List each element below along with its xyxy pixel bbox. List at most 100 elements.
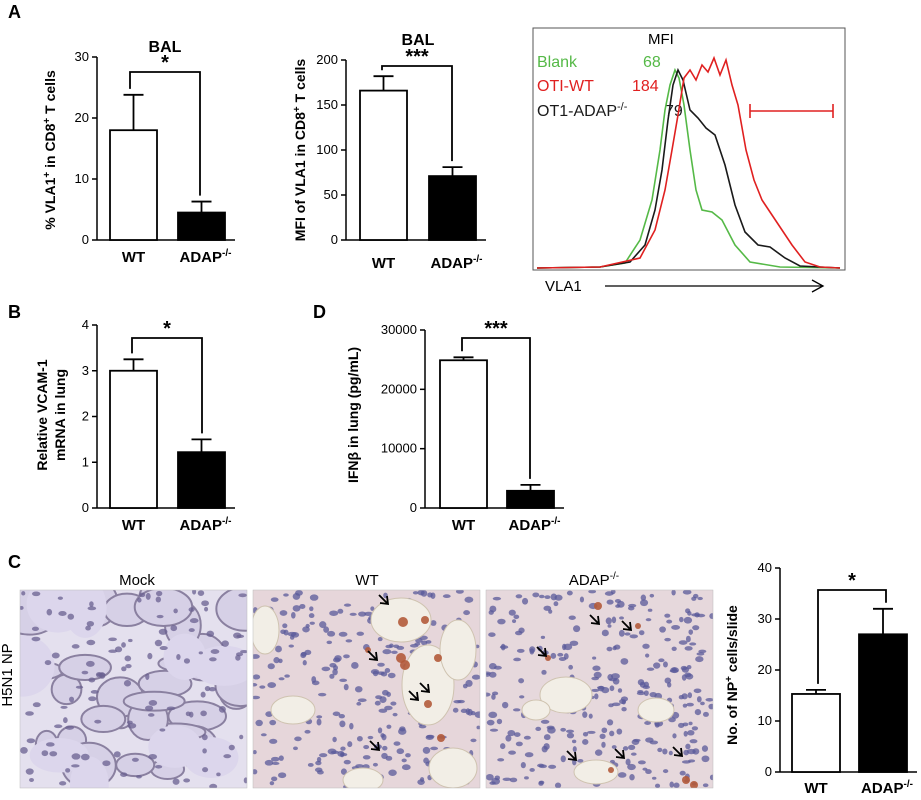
nucleus — [51, 652, 60, 659]
y-tick-label: 3 — [82, 363, 89, 378]
nucleus — [391, 650, 398, 655]
nucleus — [611, 702, 621, 707]
nucleus — [630, 752, 637, 756]
chart-b-vcam1: 0 1 2 3 4 * WT ADAP-/- — [82, 317, 235, 534]
a2-ylabel: MFI of VLA1 in CD8+ T cells — [292, 59, 308, 242]
nucleus — [645, 737, 654, 743]
nucleus — [145, 673, 150, 680]
nucleus — [94, 719, 102, 724]
nucleus — [664, 637, 671, 642]
nucleus — [201, 734, 208, 741]
nucleus — [616, 728, 623, 735]
airspace — [148, 725, 202, 768]
nucleus — [491, 693, 496, 700]
nucleus — [159, 728, 166, 732]
y-tick-label: 200 — [316, 52, 338, 67]
nucleus — [672, 733, 677, 739]
rbc-patch — [342, 767, 384, 788]
nucleus — [628, 744, 636, 750]
nucleus — [442, 594, 451, 599]
nucleus — [20, 605, 24, 610]
airspace — [20, 635, 55, 697]
bar-wt — [109, 129, 158, 241]
nucleus — [516, 648, 525, 653]
nucleus — [356, 735, 363, 742]
nucleus — [216, 772, 221, 777]
nucleus — [54, 724, 63, 729]
nucleus — [687, 692, 693, 699]
nucleus — [339, 720, 346, 728]
legend-adap-name: OT1-ADAP-/- — [537, 101, 628, 120]
panel-label-b: B — [8, 302, 21, 322]
nucleus — [557, 652, 564, 657]
nucleus — [319, 753, 328, 758]
nucleus — [192, 590, 197, 595]
nucleus — [309, 594, 319, 601]
nucleus — [377, 727, 383, 734]
nucleus — [271, 756, 280, 762]
nucleus — [377, 637, 383, 642]
image-label-adap: ADAP-/- — [569, 571, 619, 589]
nucleus — [253, 654, 260, 659]
nucleus — [338, 631, 348, 637]
nucleus — [505, 734, 512, 742]
nucleus — [691, 726, 699, 731]
nucleus — [316, 715, 323, 719]
nucleus — [308, 613, 315, 619]
nucleus — [384, 668, 391, 673]
nucleus — [489, 728, 499, 732]
nucleus — [653, 662, 661, 669]
np-positive-cell — [608, 767, 614, 773]
a1-ylabel: % VLA1+ in CD8+ T cells — [42, 70, 58, 230]
y-tick-label: 30000 — [381, 322, 417, 337]
nucleus — [340, 746, 346, 751]
y-tick-label: 100 — [316, 142, 338, 157]
nucleus — [356, 631, 365, 636]
nucleus — [687, 730, 695, 736]
nucleus — [206, 630, 215, 637]
nucleus — [512, 619, 517, 624]
nucleus — [396, 748, 405, 755]
nucleus — [85, 625, 91, 631]
nucleus — [678, 640, 688, 645]
nucleus — [512, 708, 521, 712]
nucleus — [464, 596, 474, 603]
legend-wt-name: OTI-WT — [537, 78, 594, 95]
nucleus — [427, 592, 433, 598]
nucleus — [204, 606, 209, 612]
xlabel-arrow-head — [811, 279, 825, 293]
nucleus — [646, 667, 655, 671]
nucleus — [537, 763, 545, 768]
y-tick-label: 20000 — [381, 381, 417, 396]
nucleus — [695, 656, 704, 663]
nucleus — [452, 707, 459, 713]
nucleus — [243, 777, 247, 784]
nucleus — [253, 674, 261, 680]
nucleus — [108, 649, 118, 653]
rbc-patch — [253, 605, 280, 655]
nucleus — [486, 692, 491, 697]
nucleus — [625, 758, 631, 766]
nucleus — [323, 626, 330, 633]
nucleus — [377, 662, 385, 667]
nucleus — [554, 594, 563, 601]
nucleus — [31, 636, 41, 642]
nucleus — [159, 645, 168, 651]
nucleus — [671, 625, 681, 630]
nucleus — [210, 649, 220, 655]
y-tick-label: 1 — [82, 454, 89, 469]
nucleus — [529, 646, 536, 654]
nucleus — [702, 711, 709, 717]
y-tick-label: 0 — [82, 232, 89, 247]
nucleus — [63, 717, 68, 724]
nucleus — [221, 640, 229, 647]
nucleus — [621, 707, 627, 712]
nucleus — [121, 666, 127, 672]
nucleus — [594, 749, 603, 756]
nucleus — [270, 597, 279, 602]
nucleus — [470, 738, 477, 743]
nucleus — [489, 605, 497, 613]
nucleus — [513, 732, 521, 737]
nucleus — [208, 687, 216, 692]
nucleus — [611, 745, 617, 749]
